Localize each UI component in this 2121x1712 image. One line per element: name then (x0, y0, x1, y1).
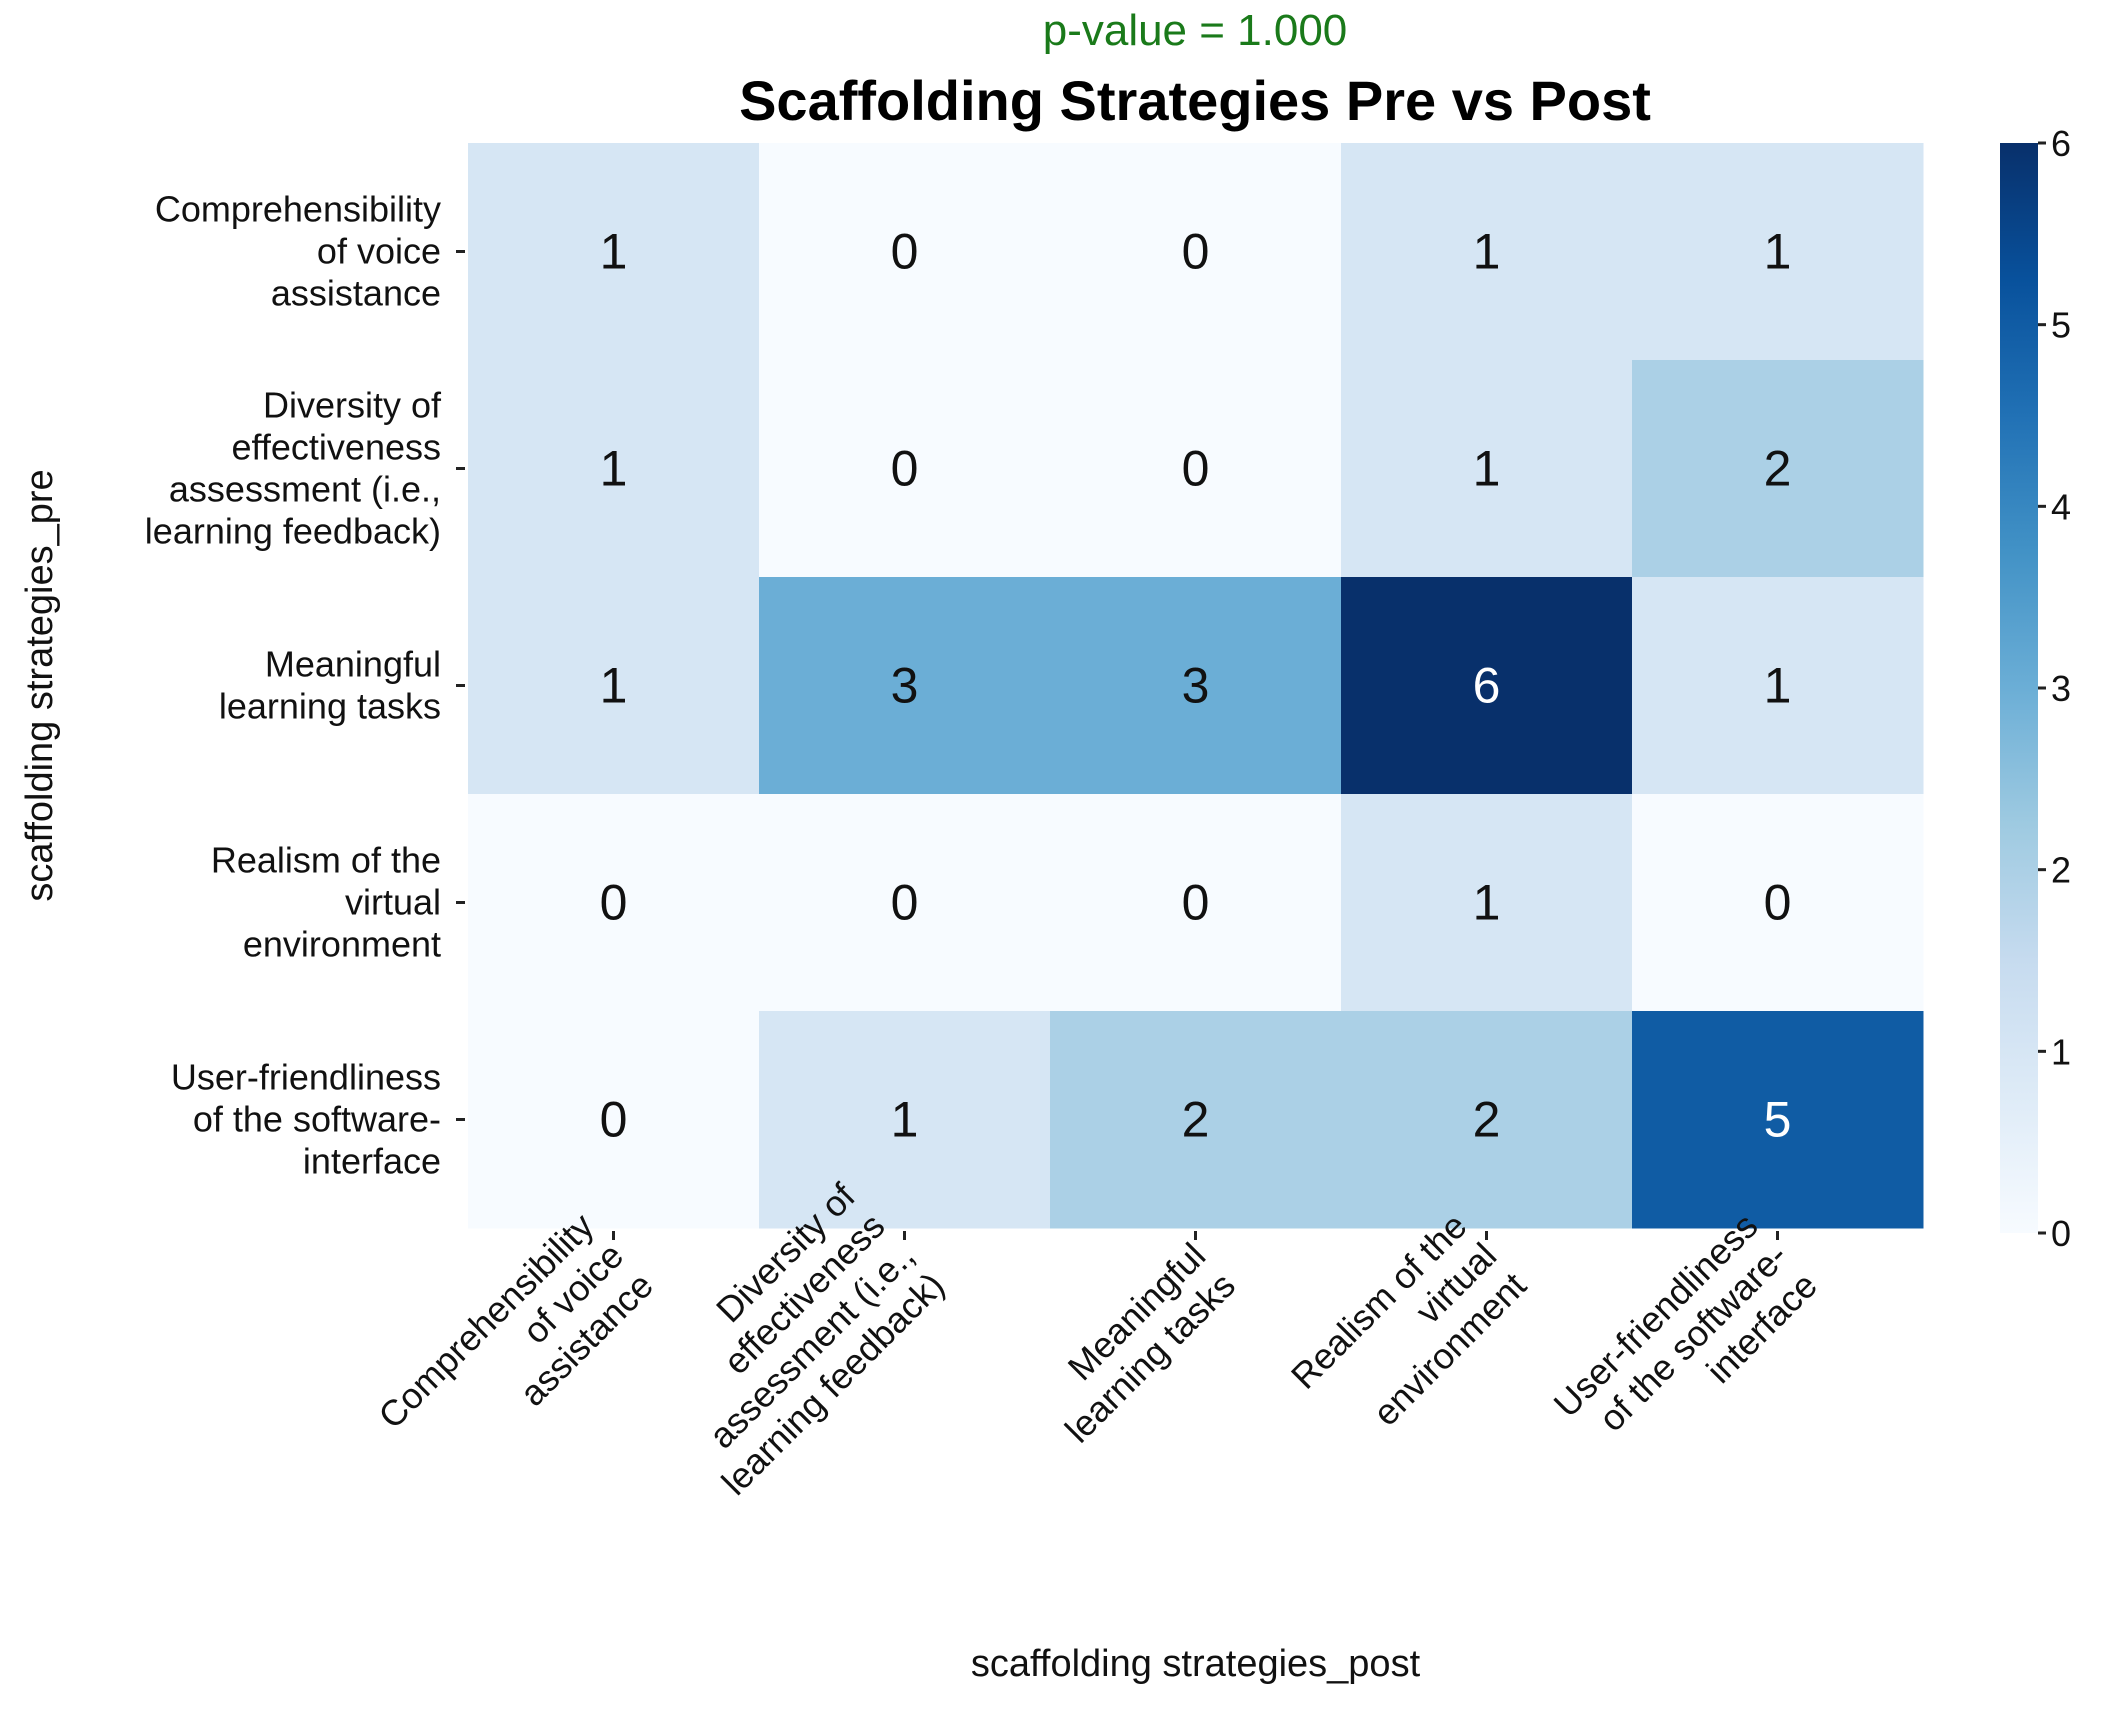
cell-value-label: 0 (1182, 441, 1210, 497)
cell-value-label: 0 (891, 875, 919, 931)
heatmap-cell (1632, 1011, 1924, 1229)
cell-value-label: 3 (1182, 658, 1210, 714)
heatmap-cell (1050, 577, 1342, 795)
heatmap-cell (468, 1011, 760, 1229)
cell-value-label: 1 (1764, 658, 1792, 714)
heatmap-cell (1050, 360, 1342, 578)
cell-value-label: 1 (1473, 441, 1501, 497)
cell-value-label: 0 (600, 1092, 628, 1148)
cell-value-label: 1 (1473, 875, 1501, 931)
y-tick-label: learning feedback) (145, 511, 441, 552)
colorbar-tick-label: 5 (2051, 305, 2071, 346)
cell-value-label: 0 (891, 441, 919, 497)
cell-value-label: 1 (600, 224, 628, 280)
heatmap-cell (1050, 143, 1342, 361)
heatmap-cell (759, 360, 1051, 578)
heatmap-cell (759, 1011, 1051, 1229)
y-tick-label: of voice (317, 231, 441, 272)
y-tick-label: Realism of the (211, 840, 441, 881)
heatmap-cell (1050, 794, 1342, 1012)
heatmap-cell (1341, 794, 1633, 1012)
heatmap-cell (759, 143, 1051, 361)
heatmap-cell (1341, 577, 1633, 795)
cell-value-label: 0 (1182, 875, 1210, 931)
heatmap-cell (1632, 794, 1924, 1012)
y-tick-label: Comprehensibility (155, 189, 441, 230)
colorbar-tick-label: 1 (2051, 1031, 2071, 1072)
heatmap-cell (1341, 360, 1633, 578)
colorbar-tick-label: 2 (2051, 850, 2071, 891)
y-tick-label: of the software- (193, 1099, 441, 1140)
y-tick-label: learning tasks (219, 686, 441, 727)
cell-value-label: 1 (1764, 224, 1792, 280)
heatmap-cell (759, 794, 1051, 1012)
x-axis-title: scaffolding strategies_post (971, 1643, 1421, 1685)
heatmap-cell (468, 577, 760, 795)
colorbar-tick-label: 0 (2051, 1213, 2071, 1254)
chart-title: Scaffolding Strategies Pre vs Post (739, 69, 1651, 132)
heatmap-cell (1050, 1011, 1342, 1229)
cell-value-label: 2 (1182, 1092, 1210, 1148)
heatmap-cell (468, 794, 760, 1012)
heatmap-cell (1632, 360, 1924, 578)
y-tick-label: virtual (345, 882, 441, 923)
y-tick-label: effectiveness (232, 427, 441, 468)
heatmap-cell (1632, 143, 1924, 361)
cell-value-label: 0 (600, 875, 628, 931)
y-axis-title: scaffolding strategies_pre (19, 469, 61, 901)
heatmap-cell (1632, 577, 1924, 795)
heatmap-cell (468, 143, 760, 361)
heatmap-cell (1341, 143, 1633, 361)
cell-value-label: 3 (891, 658, 919, 714)
cell-value-label: 6 (1473, 658, 1501, 714)
y-tick-label: assessment (i.e., (169, 469, 441, 510)
cell-value-label: 1 (891, 1092, 919, 1148)
colorbar-tick-label: 3 (2051, 668, 2071, 709)
y-tick-label: Meaningful (265, 644, 441, 685)
y-tick-label: interface (303, 1141, 441, 1182)
y-tick-label: Diversity of (263, 385, 442, 426)
cell-value-label: 0 (891, 224, 919, 280)
heatmap-cell (468, 360, 760, 578)
chart-subtitle: p-value = 1.000 (1043, 6, 1348, 55)
colorbar-tick-label: 6 (2051, 123, 2071, 164)
colorbar (2000, 143, 2038, 1233)
cell-value-label: 0 (1182, 224, 1210, 280)
colorbar-tick-label: 4 (2051, 486, 2071, 527)
cell-value-label: 2 (1764, 441, 1792, 497)
cell-value-label: 2 (1473, 1092, 1501, 1148)
y-tick-label: User-friendliness (171, 1057, 441, 1098)
cell-value-label: 0 (1764, 875, 1792, 931)
y-tick-label: assistance (271, 273, 441, 314)
heatmap-cell (1341, 1011, 1633, 1229)
y-tick-label: environment (243, 924, 441, 965)
cell-value-label: 1 (600, 441, 628, 497)
cell-value-label: 1 (1473, 224, 1501, 280)
cell-value-label: 5 (1764, 1092, 1792, 1148)
heatmap-cell (759, 577, 1051, 795)
cell-value-label: 1 (600, 658, 628, 714)
